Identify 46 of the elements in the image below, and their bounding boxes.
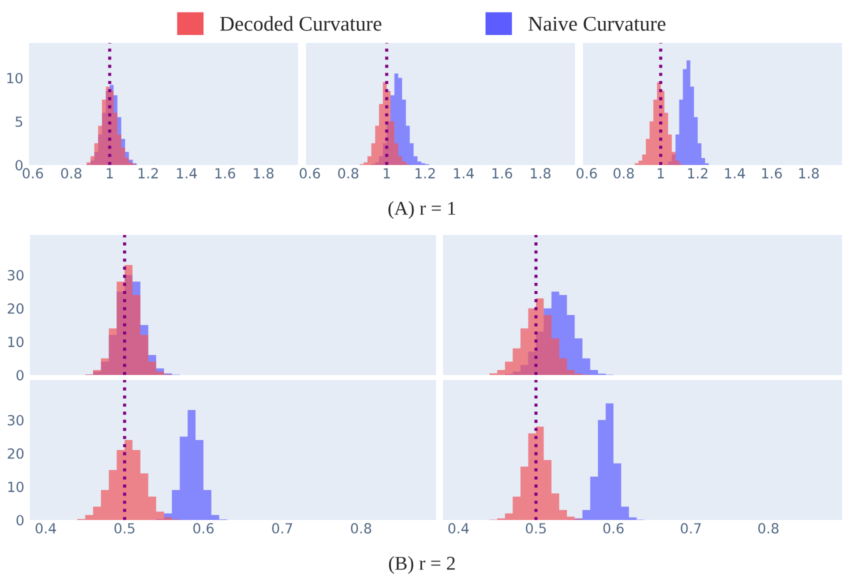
y-tick-label: 0 bbox=[16, 160, 23, 170]
y-tick-label: 30 bbox=[8, 270, 24, 280]
x-tick-label: 1.6 bbox=[492, 168, 512, 179]
x-tick-label: 1.4 bbox=[177, 168, 197, 178]
x-tick-label: 0.6 bbox=[576, 168, 597, 179]
x-tick-label: 0.5 bbox=[114, 523, 134, 534]
x-tick-label: 1 bbox=[658, 168, 664, 178]
x-tick-label: 0.7 bbox=[680, 523, 701, 534]
text: (A) r = 1 bbox=[388, 201, 456, 219]
x-tick-label: 1.8 bbox=[530, 168, 551, 179]
x-tick-label: 0.8 bbox=[350, 523, 372, 534]
x-tick-label: 0.4 bbox=[36, 523, 56, 534]
y-tick-label: 0 bbox=[16, 514, 24, 526]
y-tick-label: 10 bbox=[8, 482, 24, 492]
x-tick-label: 1.4 bbox=[454, 168, 474, 178]
x-tick-label: 0.8 bbox=[758, 523, 778, 534]
x-tick-label: 0.7 bbox=[272, 523, 292, 534]
x-tick-label: 1.4 bbox=[725, 168, 745, 178]
x-tick-label: 1.2 bbox=[138, 168, 158, 178]
y-tick-label: 10 bbox=[7, 72, 23, 84]
legend-label: Naive Curvature bbox=[528, 16, 666, 31]
x-tick-label: 0.6 bbox=[300, 168, 320, 179]
x-tick-label: 1.2 bbox=[416, 168, 435, 178]
y-tick-label: 20 bbox=[8, 448, 24, 459]
y-tick-label: 30 bbox=[8, 414, 24, 426]
x-tick-label: 0.8 bbox=[338, 168, 358, 179]
legend-label: Decoded Curvature bbox=[220, 16, 382, 31]
x-tick-label: 1.6 bbox=[762, 168, 782, 179]
x-tick-label: 0.6 bbox=[22, 168, 44, 179]
x-tick-label: 1 bbox=[106, 168, 113, 178]
y-tick-label: 10 bbox=[8, 336, 24, 348]
y-tick-label: 20 bbox=[8, 303, 24, 314]
text: (B) r = 2 bbox=[389, 556, 455, 574]
x-tick-label: 0.6 bbox=[193, 523, 214, 534]
x-tick-label: 1.6 bbox=[215, 168, 236, 179]
x-tick-label: 1.8 bbox=[799, 168, 819, 179]
x-tick-label: 1.2 bbox=[688, 168, 708, 178]
y-tick-label: 5 bbox=[16, 116, 22, 127]
y-tick-label: 0 bbox=[16, 370, 24, 380]
x-tick-label: 1.8 bbox=[254, 168, 274, 179]
x-tick-label: 0.4 bbox=[448, 523, 469, 534]
x-tick-label: 0.8 bbox=[61, 168, 82, 179]
x-tick-label: 0.6 bbox=[603, 523, 624, 534]
x-tick-label: 0.5 bbox=[526, 523, 546, 534]
x-tick-label: 0.8 bbox=[614, 168, 634, 179]
x-tick-label: 1 bbox=[384, 168, 390, 178]
